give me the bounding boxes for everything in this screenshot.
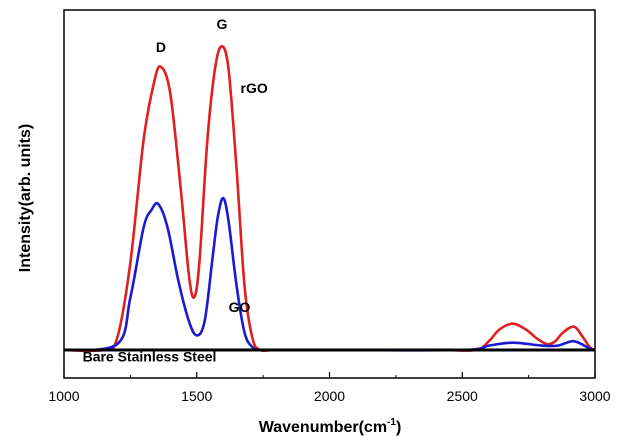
annotation-d: D [156,39,166,55]
x-axis-title-superscript: -1 [387,417,396,428]
annotation-bare-stainless-steel: Bare Stainless Steel [83,349,217,365]
annotation-go: GO [229,299,251,315]
series-line-go [63,196,596,352]
annotation-g: G [217,16,228,32]
series-layer [63,45,596,353]
x-tick-label: 3000 [579,388,610,404]
series-line-rgo [63,45,596,353]
y-axis-title: Intensity(arb. units) [17,124,34,272]
x-tick-label: 2500 [447,388,478,404]
x-tick-label: 1000 [48,388,79,404]
annotation-rgo: rGO [241,80,268,96]
x-axis-title: Wavenumber(cm-1) [259,417,402,436]
x-tick-layer: 1000 1500 2000 2500 3000 [48,372,611,404]
x-tick-label: 2000 [314,388,345,404]
x-tick-label: 1500 [181,388,212,404]
